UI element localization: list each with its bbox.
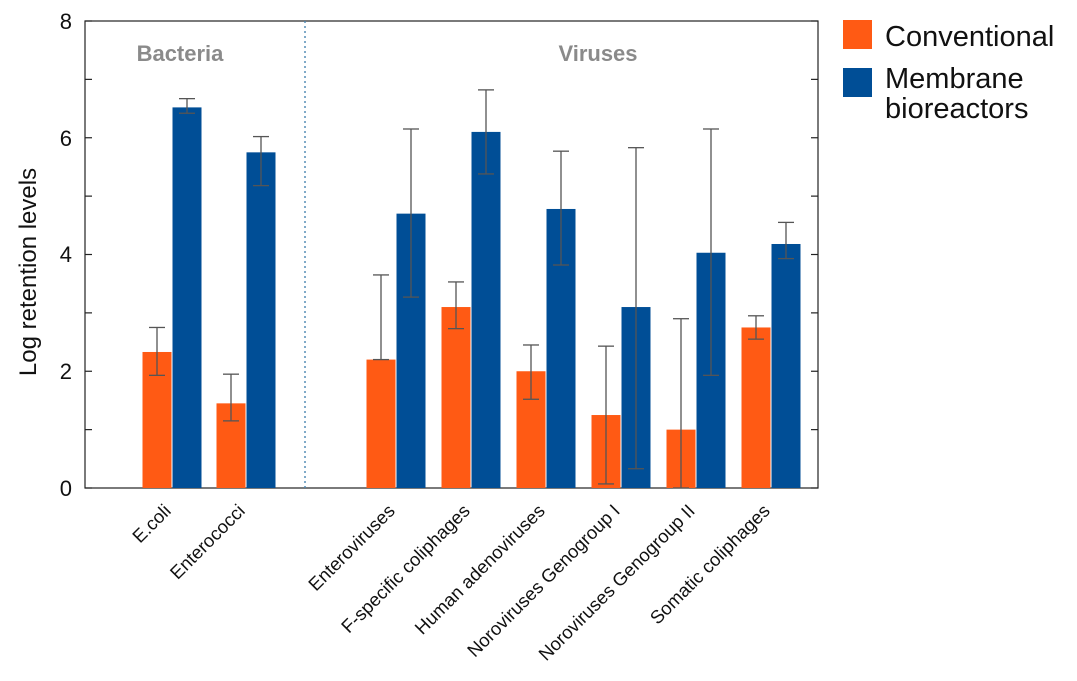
legend-label-conventional: Conventional: [885, 21, 1054, 53]
x-tick-label: F-specific coliphages: [337, 500, 474, 637]
error-bar: [223, 373, 239, 422]
bars: [142, 107, 801, 489]
error-bar: [628, 147, 644, 470]
x-tick-label: E.coli: [128, 500, 175, 547]
error-bar: [373, 274, 389, 361]
error-bar: [703, 128, 719, 376]
error-bar: [149, 326, 165, 376]
y-axis-label: Log retention levels: [15, 168, 42, 376]
legend-swatch-membrane: [843, 68, 872, 97]
group-label-viruses: Viruses: [558, 41, 637, 66]
group-label-bacteria: Bacteria: [137, 41, 225, 66]
y-axis-tick-labels: 0 2 4 6 8: [60, 9, 72, 501]
y-tick-label: 6: [60, 126, 72, 151]
error-bar: [748, 315, 764, 340]
legend-swatch-conventional: [843, 20, 872, 49]
bar-membrane-bioreactors: [771, 243, 801, 488]
error-bar: [403, 128, 419, 298]
error-bar: [523, 344, 539, 400]
error-bar: [673, 318, 689, 489]
y-tick-label: 8: [60, 9, 72, 34]
error-bar: [598, 345, 614, 485]
x-tick-label: Noroviruses Genogroup II: [534, 500, 699, 665]
bar-membrane-bioreactors: [172, 107, 202, 489]
error-bar: [778, 221, 794, 260]
error-bar: [448, 281, 464, 330]
error-bar: [253, 135, 269, 187]
bar-conventional: [441, 307, 471, 488]
y-tick-label: 4: [60, 242, 72, 267]
legend-label-bioreactors: bioreactors: [885, 93, 1028, 125]
bar-conventional: [741, 327, 771, 488]
legend: Conventional Membrane bioreactors: [843, 20, 1054, 125]
x-tick-label: Noroviruses Genogroup I: [463, 500, 624, 661]
y-tick-label: 2: [60, 359, 72, 384]
y-axis-ticks: [85, 20, 818, 489]
x-axis-tick-labels: E.coli Enterococci Enteroviruses F-speci…: [128, 500, 774, 665]
bar-membrane-bioreactors: [471, 131, 501, 488]
bar-conventional: [366, 359, 396, 488]
error-bar: [179, 97, 195, 114]
y-tick-label: 0: [60, 476, 72, 501]
bar-membrane-bioreactors: [246, 152, 276, 488]
error-bar: [478, 89, 494, 175]
error-bar: [553, 150, 569, 266]
x-tick-label: Human adenoviruses: [410, 500, 548, 638]
x-tick-label: Enterococci: [166, 500, 249, 583]
error-bars: [149, 89, 794, 489]
legend-label-membrane: Membrane: [885, 63, 1024, 95]
